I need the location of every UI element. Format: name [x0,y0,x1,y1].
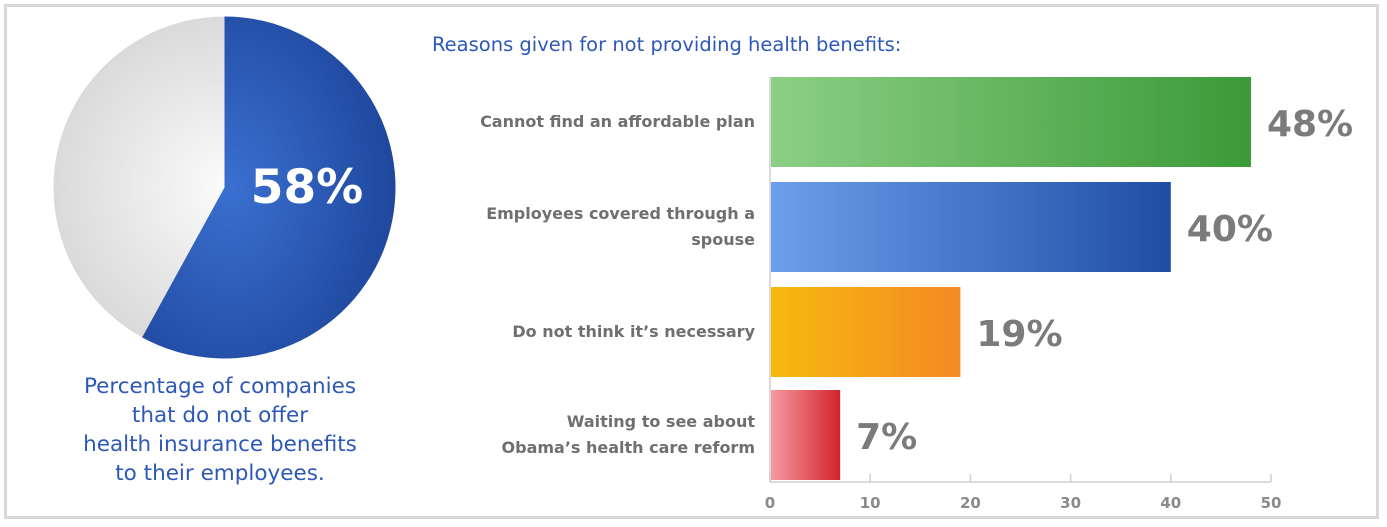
bar-value-label: 7% [856,417,917,458]
bar [771,77,1251,167]
category-label-line: Do not think it’s necessary [512,322,755,341]
x-tick-label: 30 [1060,494,1081,512]
pie-caption-line: that do not offer [131,403,309,428]
category-label: Do not think it’s necessary [395,319,755,345]
pie-slice-main [142,16,396,359]
bar-value-label: 19% [976,314,1062,355]
bar-chart-title: Reasons given for not providing health b… [432,33,902,56]
x-tick-label: 50 [1261,494,1282,512]
x-tick-label: 20 [960,494,981,512]
bar [771,182,1171,272]
category-label-line: Obama’s health care reform [501,438,755,457]
pie-caption-line: to their employees. [115,461,325,486]
pie-caption: Percentage of companies that do not offe… [20,372,420,488]
category-label-line: spouse [691,230,755,249]
bars-layer: 48% 40% 19% 7% 0 10 20 30 40 50 [765,77,1353,512]
category-label-line: Employees covered through a [486,204,755,223]
bar [771,390,841,480]
pie-caption-line: health insurance benefits [83,432,357,457]
x-tick-label: 0 [765,494,775,512]
bar [771,287,961,377]
pie-chart: 58% [52,15,397,360]
category-label: Cannot find an affordable plan [395,109,755,135]
x-tick-label: 40 [1160,494,1181,512]
bar-value-label: 40% [1187,209,1273,250]
x-tick-label: 10 [860,494,881,512]
pie-svg: 58% [53,16,396,359]
category-label: Employees covered through a spouse [395,201,755,253]
pie-value-label: 58% [251,160,364,215]
category-label-line: Waiting to see about [566,412,755,431]
pie-caption-line: Percentage of companies [83,374,357,399]
bar-value-label: 48% [1267,104,1353,145]
category-label-line: Cannot find an affordable plan [480,112,755,131]
category-label: Waiting to see about Obama’s health care … [395,409,755,461]
